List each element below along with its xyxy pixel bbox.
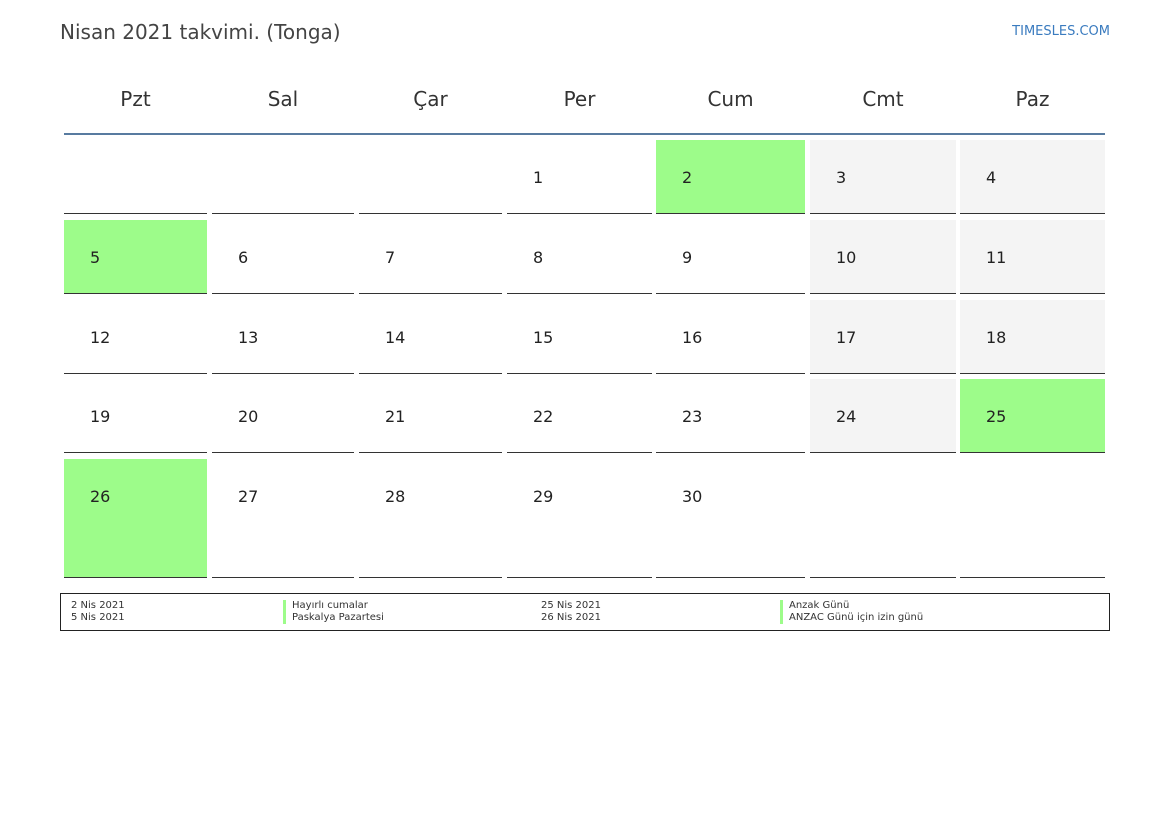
legend-date: 5 Nis 2021 — [71, 612, 125, 623]
day-number: 5 — [90, 248, 101, 267]
empty-day-cell — [810, 459, 956, 578]
day-number: 18 — [986, 328, 1007, 347]
day-number: 14 — [385, 328, 406, 347]
day-number: 25 — [986, 407, 1007, 426]
month-calendar: Pzt Sal Çar Per Cum Cmt Paz 1 2 3 4 5 6 7 8 9 10 11 12 13 1… — [64, 75, 1105, 579]
legend-holiday-name: Hayırlı cumalar — [283, 600, 368, 612]
empty-day-cell — [960, 459, 1105, 578]
weekday-header: Cum — [707, 87, 754, 111]
page-title: Nisan 2021 takvimi. (Tonga) — [60, 20, 341, 44]
day-cell[interactable]: 26 — [64, 459, 207, 578]
legend-holiday-name: Paskalya Pazartesi — [283, 612, 384, 624]
day-cell[interactable]: 13 — [212, 300, 354, 374]
weekday-header: Per — [563, 87, 596, 111]
legend-date: 2 Nis 2021 — [71, 600, 125, 611]
day-cell[interactable]: 28 — [359, 459, 502, 578]
legend-holiday-name: ANZAC Günü için izin günü — [780, 612, 923, 624]
calendar-grid: 1 2 3 4 5 6 7 8 9 10 11 12 13 14 15 16 17 18 19 20 21 22 23 24 2… — [64, 135, 1105, 579]
day-cell[interactable]: 24 — [810, 379, 956, 453]
day-cell[interactable]: 29 — [507, 459, 652, 578]
day-number: 26 — [90, 487, 111, 506]
day-cell[interactable]: 19 — [64, 379, 207, 453]
day-cell[interactable]: 6 — [212, 220, 354, 294]
day-number: 21 — [385, 407, 406, 426]
day-cell[interactable]: 9 — [656, 220, 805, 294]
day-number: 28 — [385, 487, 406, 506]
weekday-header: Paz — [1015, 87, 1050, 111]
day-cell[interactable]: 14 — [359, 300, 502, 374]
weekday-header: Pzt — [120, 87, 151, 111]
day-cell[interactable]: 23 — [656, 379, 805, 453]
day-number: 3 — [836, 168, 847, 187]
site-link[interactable]: TIMESLES.COM — [1012, 24, 1110, 39]
day-number: 7 — [385, 248, 396, 267]
day-number: 6 — [238, 248, 249, 267]
day-cell[interactable]: 11 — [960, 220, 1105, 294]
day-number: 22 — [533, 407, 554, 426]
day-cell[interactable]: 7 — [359, 220, 502, 294]
day-number: 23 — [682, 407, 703, 426]
day-cell[interactable]: 12 — [64, 300, 207, 374]
day-number: 29 — [533, 487, 554, 506]
weekday-header: Cmt — [862, 87, 904, 111]
weekday-header: Sal — [267, 87, 299, 111]
day-cell[interactable]: 2 — [656, 140, 805, 214]
day-cell[interactable]: 10 — [810, 220, 956, 294]
empty-day-cell — [64, 140, 207, 214]
day-number: 10 — [836, 248, 857, 267]
day-cell[interactable]: 1 — [507, 140, 652, 214]
day-cell[interactable]: 15 — [507, 300, 652, 374]
day-cell[interactable]: 3 — [810, 140, 956, 214]
day-cell[interactable]: 8 — [507, 220, 652, 294]
empty-day-cell — [359, 140, 502, 214]
day-cell[interactable]: 16 — [656, 300, 805, 374]
day-number: 17 — [836, 328, 857, 347]
empty-day-cell — [212, 140, 354, 214]
day-cell[interactable]: 25 — [960, 379, 1105, 453]
day-cell[interactable]: 18 — [960, 300, 1105, 374]
legend-holiday-name: Anzak Günü — [780, 600, 849, 612]
holiday-legend: 2 Nis 2021 Hayırlı cumalar 5 Nis 2021 Pa… — [60, 593, 1110, 631]
day-cell[interactable]: 4 — [960, 140, 1105, 214]
day-cell[interactable]: 27 — [212, 459, 354, 578]
day-cell[interactable]: 30 — [656, 459, 805, 578]
day-number: 27 — [238, 487, 259, 506]
day-number: 20 — [238, 407, 259, 426]
day-cell[interactable]: 22 — [507, 379, 652, 453]
day-number: 13 — [238, 328, 259, 347]
day-number: 1 — [533, 168, 544, 187]
weekday-header: Çar — [413, 87, 448, 111]
day-number: 30 — [682, 487, 703, 506]
day-cell[interactable]: 17 — [810, 300, 956, 374]
day-number: 2 — [682, 168, 693, 187]
day-number: 8 — [533, 248, 544, 267]
day-number: 24 — [836, 407, 857, 426]
day-number: 15 — [533, 328, 554, 347]
day-number: 19 — [90, 407, 111, 426]
weekday-header-row: Pzt Sal Çar Per Cum Cmt Paz — [64, 75, 1105, 135]
day-number: 16 — [682, 328, 703, 347]
legend-date: 25 Nis 2021 — [541, 600, 601, 611]
legend-date: 26 Nis 2021 — [541, 612, 601, 623]
day-cell[interactable]: 20 — [212, 379, 354, 453]
day-number: 12 — [90, 328, 111, 347]
day-cell[interactable]: 21 — [359, 379, 502, 453]
day-number: 9 — [682, 248, 693, 267]
day-number: 11 — [986, 248, 1007, 267]
day-number: 4 — [986, 168, 997, 187]
day-cell[interactable]: 5 — [64, 220, 207, 294]
